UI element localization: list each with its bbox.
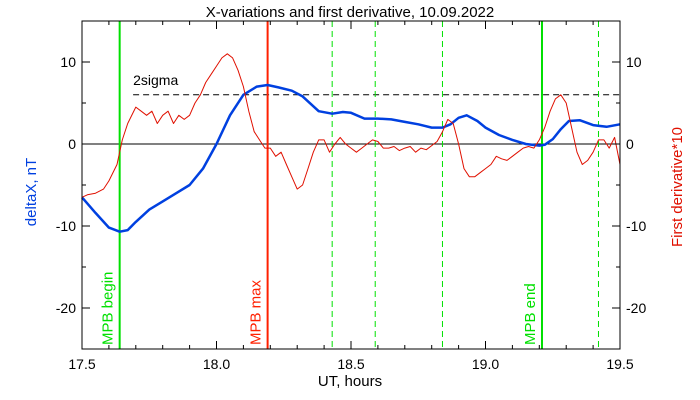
y-tick-label-left-1: 0 bbox=[68, 136, 76, 152]
marker-label-0: MPB begin bbox=[100, 272, 117, 345]
marker-label-2: MPB end bbox=[522, 283, 539, 345]
x-tick-label-0: 17.5 bbox=[68, 356, 95, 372]
y-tick-label-right-3: -20 bbox=[626, 300, 646, 316]
y-tick-label-right-0: 10 bbox=[626, 54, 642, 70]
series-line-derivative bbox=[81, 53, 621, 198]
y-tick-label-right-1: 0 bbox=[626, 136, 634, 152]
x-tick-label-2: 18.5 bbox=[337, 356, 364, 372]
threshold-label: 2sigma bbox=[133, 72, 178, 88]
x-tick-label-1: 18.0 bbox=[203, 356, 230, 372]
y-axis-title-left: deltaX, nT bbox=[23, 158, 40, 226]
y-tick-label-right-2: -10 bbox=[626, 218, 646, 234]
plot-area: 2sigma MPB begin MPB max MPB end 17.5 18.0 18.… bbox=[56, 20, 646, 372]
plot-frame bbox=[81, 20, 621, 350]
y-tick-label-left-2: -10 bbox=[56, 218, 76, 234]
series-line-deltax bbox=[81, 83, 621, 233]
x-axis-title: UT, hours bbox=[318, 373, 382, 390]
x-tick-label-3: 19.0 bbox=[472, 356, 499, 372]
y-axis-title-right: First derivative*10 bbox=[669, 127, 686, 247]
chart-title: X-variations and first derivative, 10.09… bbox=[206, 4, 495, 21]
y-tick-label-left-0: 10 bbox=[60, 54, 76, 70]
y-tick-label-left-3: -20 bbox=[56, 300, 76, 316]
x-tick-label-4: 19.5 bbox=[606, 356, 633, 372]
marker-label-1: MPB max bbox=[248, 279, 265, 345]
